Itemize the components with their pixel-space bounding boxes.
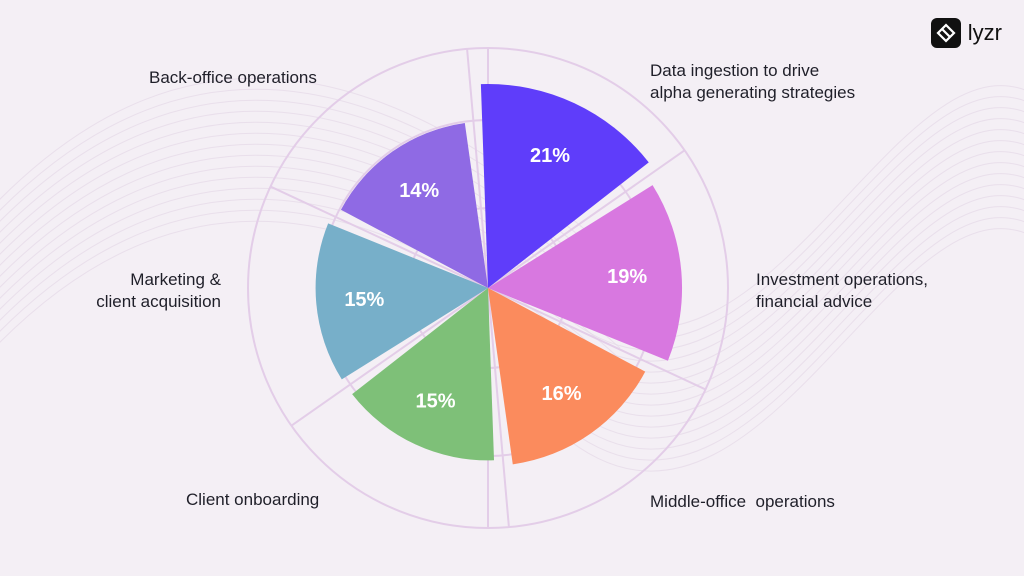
chart-slice <box>352 288 495 461</box>
chart-slice <box>488 288 646 465</box>
slice-value-label: 14% <box>399 180 439 202</box>
slice-value-label: 16% <box>542 383 582 405</box>
brand-logo: lyzr <box>930 18 1002 48</box>
label-investment-operations: Investment operations, financial advice <box>756 270 928 311</box>
label-client-onboarding: Client onboarding <box>186 490 320 509</box>
chart-slice <box>480 84 649 288</box>
slice-value-label: 21% <box>530 145 570 167</box>
slice-value-label: 19% <box>607 266 647 288</box>
brand-name: lyzr <box>967 20 1002 45</box>
chart-slice <box>315 223 488 380</box>
slice-value-label: 15% <box>416 391 456 413</box>
label-back-office: Back-office operations <box>149 68 317 87</box>
label-middle-office: Middle-office operations <box>650 492 835 511</box>
slice-value-label: 15% <box>344 289 384 311</box>
chart-slice <box>340 123 488 289</box>
label-marketing: Marketing & client acquisition <box>96 270 221 311</box>
lyzr-logo-icon <box>930 18 961 48</box>
label-data-ingestion: Data ingestion to drive alpha generating… <box>650 61 856 102</box>
chart-slice <box>488 185 683 361</box>
